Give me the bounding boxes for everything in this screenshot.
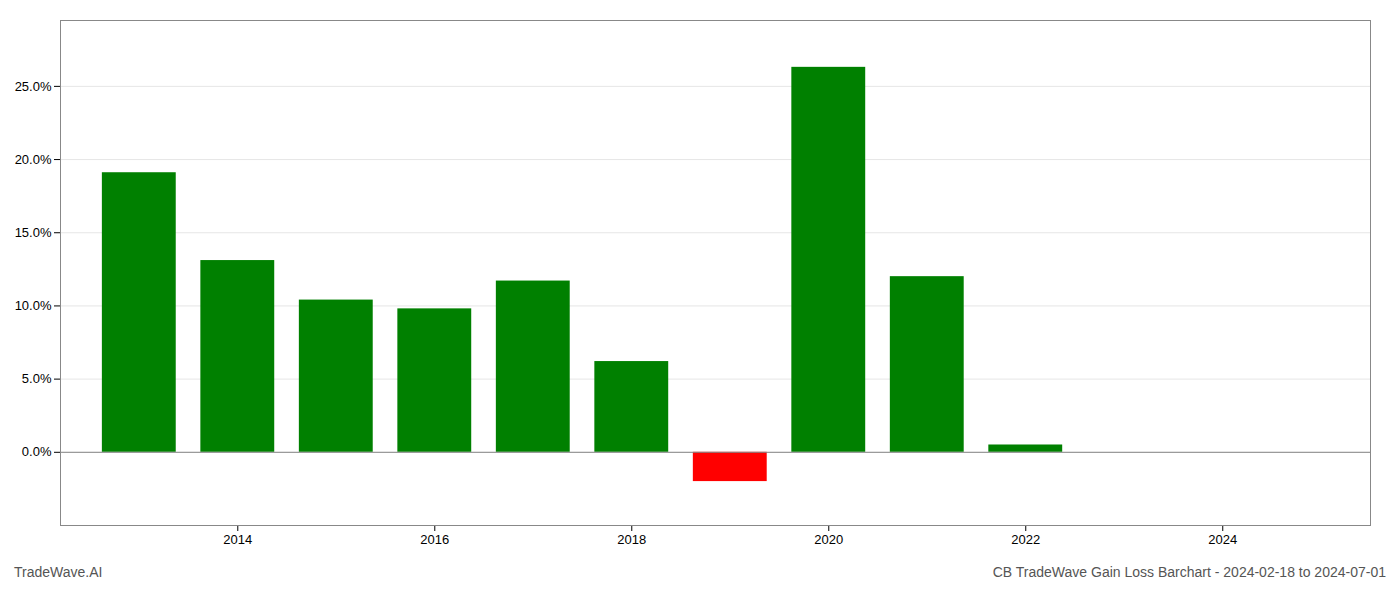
- svg-text:2016: 2016: [420, 532, 449, 547]
- html-text:TradeWave.AI: TradeWave.AI: [14, 564, 103, 580]
- svg-text:15.0%: 15.0%: [15, 225, 52, 240]
- svg-text:10.0%: 10.0%: [15, 298, 52, 313]
- svg-text:25.0%: 25.0%: [15, 79, 52, 94]
- svg-text:0.0%: 0.0%: [22, 444, 52, 459]
- svg-text:2022: 2022: [1011, 532, 1040, 547]
- svg-text:2024: 2024: [1208, 532, 1237, 547]
- svg-text:2014: 2014: [223, 532, 252, 547]
- svg-text:20.0%: 20.0%: [15, 152, 52, 167]
- svg-text:2018: 2018: [617, 532, 646, 547]
- svg-text:5.0%: 5.0%: [22, 371, 52, 386]
- html-text:CB TradeWave Gain Loss Barchar: CB TradeWave Gain Loss Barchart - 2024-0…: [992, 564, 1386, 580]
- svg-text:2020: 2020: [814, 532, 843, 547]
